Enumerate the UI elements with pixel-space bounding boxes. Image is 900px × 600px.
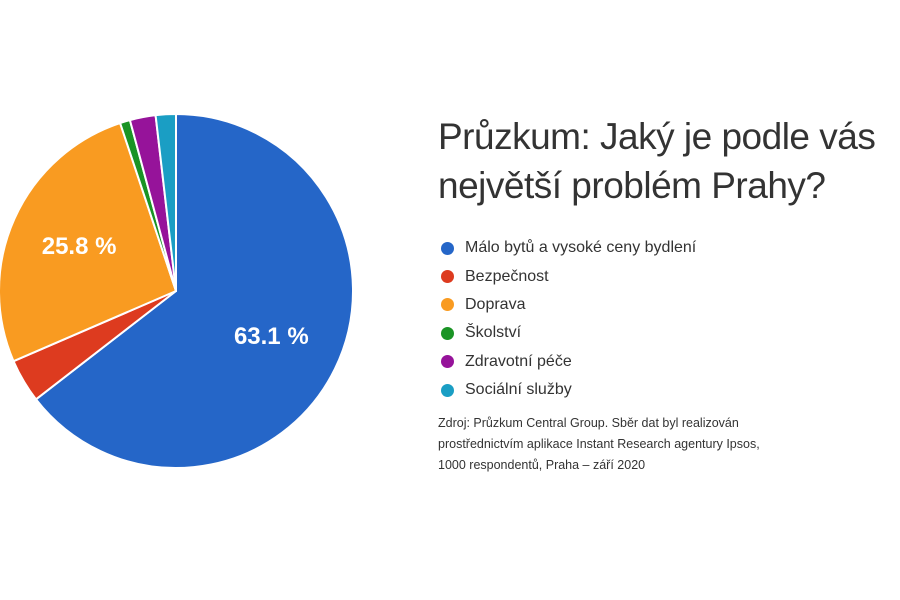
legend-swatch (441, 326, 454, 340)
legend-item: Doprava (441, 291, 696, 319)
legend-label: Zdravotní péče (465, 352, 572, 370)
legend-swatch (441, 270, 454, 284)
pie-slice (154, 112, 177, 292)
chart-title-line-1: Průzkum: Jaký je podle vás (438, 116, 876, 157)
source-line-1: Zdroj: Průzkum Central Group. Sběr dat b… (438, 416, 739, 430)
legend-item: Málo bytů a vysoké ceny bydlení (441, 234, 696, 262)
source-note: Zdroj: Průzkum Central Group. Sběr dat b… (438, 413, 778, 476)
chart-title: Průzkum: Jaký je podle vás největší prob… (438, 112, 888, 210)
legend-swatch (441, 355, 454, 369)
legend-item: Bezpečnost (441, 262, 696, 290)
legend-swatch (441, 241, 454, 255)
pie-slice (35, 113, 354, 469)
legend-label: Školství (465, 324, 522, 342)
pie-data-label: 63.1 % (234, 323, 309, 350)
pie-slice (0, 122, 177, 363)
legend-label: Doprava (465, 295, 526, 313)
legend-label: Bezpečnost (465, 267, 549, 285)
legend-item: Sociální služby (441, 376, 696, 404)
legend-item: Zdravotní péče (441, 348, 696, 376)
legend-item: Školství (441, 319, 696, 347)
legend-label: Málo bytů a vysoké ceny bydlení (465, 239, 697, 257)
pie-chart: 63.1 % 25.8 % (0, 112, 354, 469)
source-line-3: 1000 respondentů, Praha – září 2020 (438, 458, 646, 472)
legend-label: Sociální služby (465, 381, 572, 399)
legend-swatch (441, 383, 454, 397)
pie-data-label: 25.8 % (42, 233, 117, 260)
legend: Málo bytů a vysoké ceny bydlení Bezpečno… (441, 234, 696, 404)
chart-title-line-2: největší problém Prahy? (438, 165, 826, 206)
source-line-2: prostřednictvím aplikace Instant Researc… (438, 437, 760, 451)
legend-swatch (441, 298, 454, 312)
